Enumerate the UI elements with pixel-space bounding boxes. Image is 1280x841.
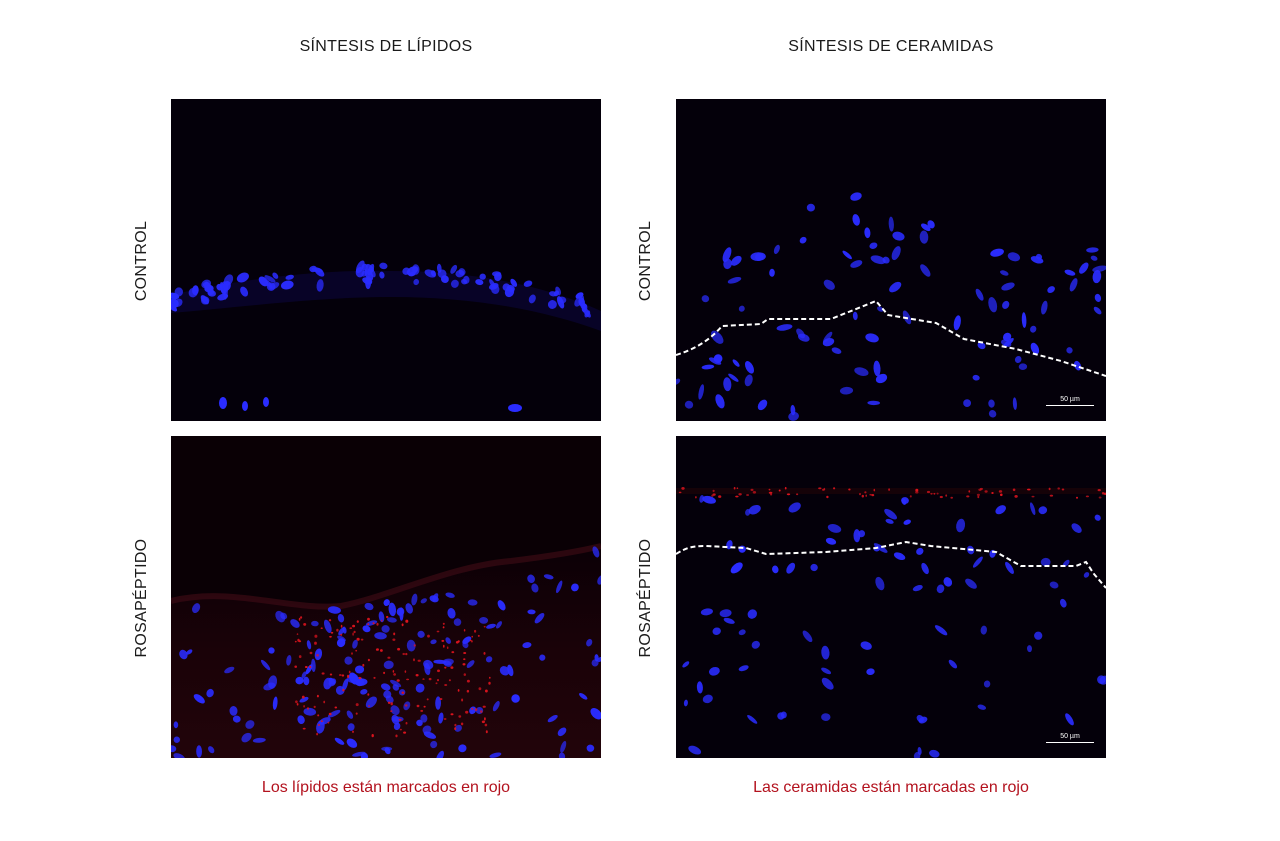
- scale-bar: 50 µm: [1046, 732, 1094, 743]
- micrograph-lipids-control-image: [171, 99, 601, 421]
- column-title-ceramides: SÍNTESIS DE CERAMIDAS: [788, 38, 994, 55]
- scale-bar-line: [1046, 742, 1094, 743]
- micrograph-lipids-treatment-image: [171, 436, 601, 758]
- boundary-dashed-line: [676, 299, 1106, 377]
- row-label-control-right: CONTROL: [637, 220, 654, 302]
- scale-bar-line: [1046, 405, 1094, 406]
- scale-bar-label: 50 µm: [1060, 733, 1080, 740]
- micrograph-ceramides-control: 50 µm: [676, 99, 1106, 421]
- caption-ceramides: Las ceramidas están marcadas en rojo: [753, 779, 1029, 796]
- scale-bar-label: 50 µm: [1060, 396, 1080, 403]
- nuclei-band: [171, 260, 591, 318]
- row-label-treatment-left: ROSAPÉPTIDO: [133, 538, 150, 658]
- scale-bar: 50 µm: [1046, 395, 1094, 406]
- micrograph-lipids-treatment: [171, 436, 601, 758]
- micrograph-lipids-control: [171, 99, 601, 421]
- caption-lipids: Los lípidos están marcados en rojo: [261, 779, 511, 796]
- row-label-control-left: CONTROL: [133, 220, 150, 302]
- micrograph-ceramides-control-image: [676, 99, 1106, 421]
- row-label-treatment-right: ROSAPÉPTIDO: [637, 538, 654, 658]
- micrograph-ceramides-treatment-image: [676, 436, 1106, 758]
- boundary-dashed-line: [676, 540, 1106, 589]
- micrograph-ceramides-treatment: 50 µm: [676, 436, 1106, 758]
- column-title-lipids: SÍNTESIS DE LÍPIDOS: [299, 38, 473, 55]
